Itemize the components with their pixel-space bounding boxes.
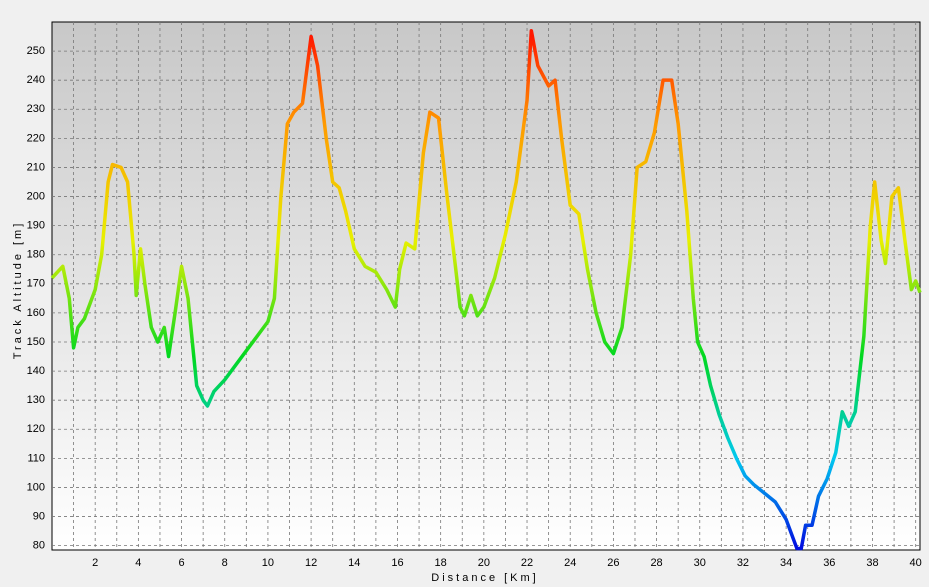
- x-tick-label: 10: [262, 557, 274, 569]
- x-tick-label: 28: [650, 557, 662, 569]
- altitude-line: [50, 28, 922, 551]
- y-tick-label: 150: [27, 336, 45, 348]
- x-tick-label: 12: [305, 557, 317, 569]
- x-tick-label: 34: [780, 557, 792, 569]
- x-tick-label: 20: [478, 557, 490, 569]
- x-tick-label: 6: [178, 557, 184, 569]
- y-axis-label: Track Altitude [m]: [12, 221, 24, 360]
- x-tick-label: 14: [348, 557, 360, 569]
- x-axis-label: Distance [Km]: [431, 572, 538, 584]
- x-tick-label: 38: [866, 557, 878, 569]
- y-tick-label: 110: [27, 452, 45, 464]
- x-tick-label: 30: [694, 557, 706, 569]
- x-tick-label: 2: [92, 557, 98, 569]
- y-tick-label: 100: [27, 481, 45, 493]
- y-tick-label: 210: [27, 161, 45, 173]
- y-tick-label: 170: [27, 278, 45, 290]
- x-tick-label: 24: [564, 557, 576, 569]
- y-tick-label: 240: [27, 74, 45, 86]
- plot-area: [51, 21, 921, 551]
- x-tick-label: 40: [910, 557, 922, 569]
- y-tick-label: 230: [27, 103, 45, 115]
- x-tick-label: 4: [135, 557, 141, 569]
- y-tick-label: 130: [27, 394, 45, 406]
- y-tick-label: 190: [27, 220, 45, 232]
- y-tick-label: 120: [27, 423, 45, 435]
- x-tick-label: 22: [521, 557, 533, 569]
- x-tick-label: 32: [737, 557, 749, 569]
- x-tick-label: 36: [823, 557, 835, 569]
- x-tick-label: 16: [391, 557, 403, 569]
- x-tick-label: 18: [435, 557, 447, 569]
- y-tick-label: 250: [27, 45, 45, 57]
- x-tick-label: 8: [222, 557, 228, 569]
- y-tick-label: 180: [27, 249, 45, 261]
- x-tick-label: 26: [607, 557, 619, 569]
- y-tick-label: 160: [27, 307, 45, 319]
- y-tick-label: 140: [27, 365, 45, 377]
- y-tick-label: 80: [33, 540, 45, 552]
- y-tick-label: 200: [27, 190, 45, 202]
- y-tick-label: 220: [27, 132, 45, 144]
- y-tick-label: 90: [33, 510, 45, 522]
